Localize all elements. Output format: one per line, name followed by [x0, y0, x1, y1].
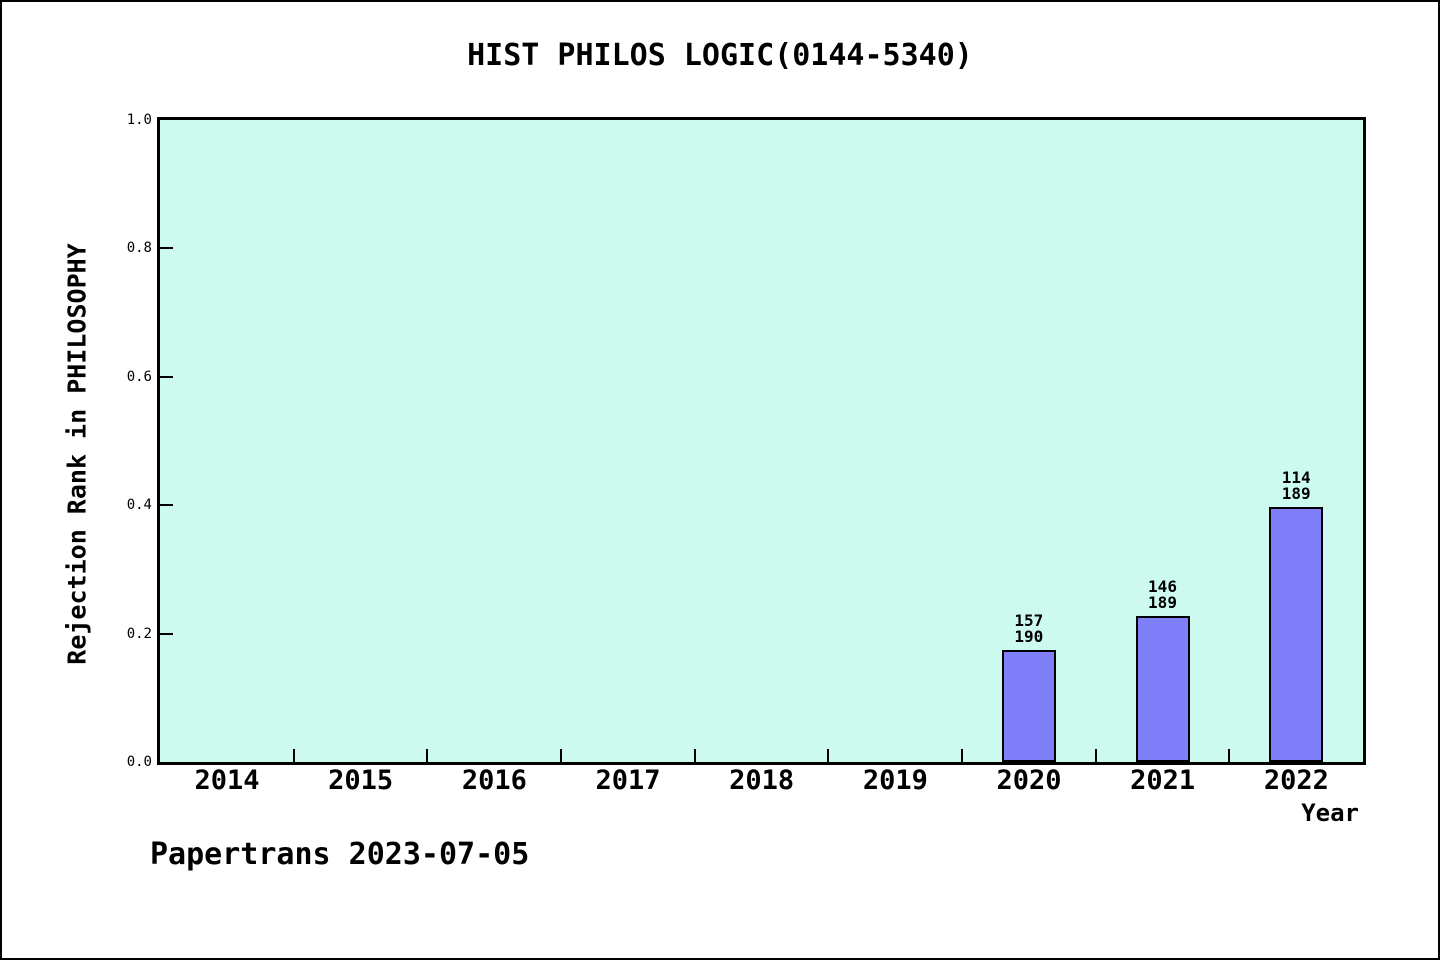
bar-label-2020: 157 190 [984, 613, 1074, 645]
bar-label-total: 190 [1014, 627, 1044, 646]
footer-text: Papertrans 2023-07-05 [150, 837, 530, 872]
x-tick-mark [1094, 749, 1097, 762]
chart-title: HIST PHILOS LOGIC(0144-5340) [467, 38, 973, 73]
x-tick-mark [1228, 749, 1231, 762]
bar-label-total: 189 [1281, 484, 1311, 503]
y-tick-mark [160, 247, 173, 250]
x-tick-label: 2021 [1130, 765, 1196, 796]
bar-2020 [1001, 650, 1056, 762]
y-tick-label: 0.0 [126, 754, 152, 770]
x-tick-label: 2018 [729, 765, 795, 796]
x-tick-mark [560, 749, 562, 762]
x-tick-mark [426, 749, 429, 762]
bar-label-rank: 157 [1014, 611, 1044, 630]
y-tick-mark [160, 375, 173, 378]
y-tick-label: 0.4 [126, 497, 152, 514]
bar-label-2021: 146 189 [1118, 579, 1208, 611]
bar-label-rank: 146 [1148, 577, 1177, 596]
x-tick-label: 2015 [328, 765, 394, 796]
x-tick-label: 2017 [595, 765, 661, 796]
y-tick-mark [160, 504, 173, 507]
x-tick-label: 2019 [862, 765, 928, 796]
bar-2022 [1269, 507, 1324, 762]
bar-label-total: 189 [1148, 593, 1177, 612]
x-tick-mark [292, 749, 295, 762]
y-tick-label: 0.2 [126, 625, 152, 642]
x-tick-label: 2020 [996, 765, 1062, 796]
x-tick-label: 2016 [461, 765, 527, 796]
y-axis-label: Rejection Rank in PHILOSOPHY [62, 243, 92, 665]
x-tick-label: 2022 [1263, 765, 1329, 796]
bar-label-rank: 114 [1281, 468, 1311, 487]
x-tick-mark [693, 749, 696, 762]
x-tick-mark [961, 749, 963, 762]
x-tick-label: 2014 [194, 765, 260, 796]
y-tick-label: 0.6 [126, 368, 152, 385]
bar-label-2022: 114 189 [1251, 470, 1341, 502]
y-tick-label: 0.8 [126, 240, 152, 257]
y-tick-label: 1.0 [126, 112, 152, 128]
bar-2021 [1135, 616, 1190, 762]
x-tick-mark [827, 749, 830, 762]
plot-area: 157 190 146 189 114 189 [157, 117, 1366, 765]
y-tick-mark [160, 632, 173, 635]
x-axis-label: Year [1301, 799, 1359, 827]
